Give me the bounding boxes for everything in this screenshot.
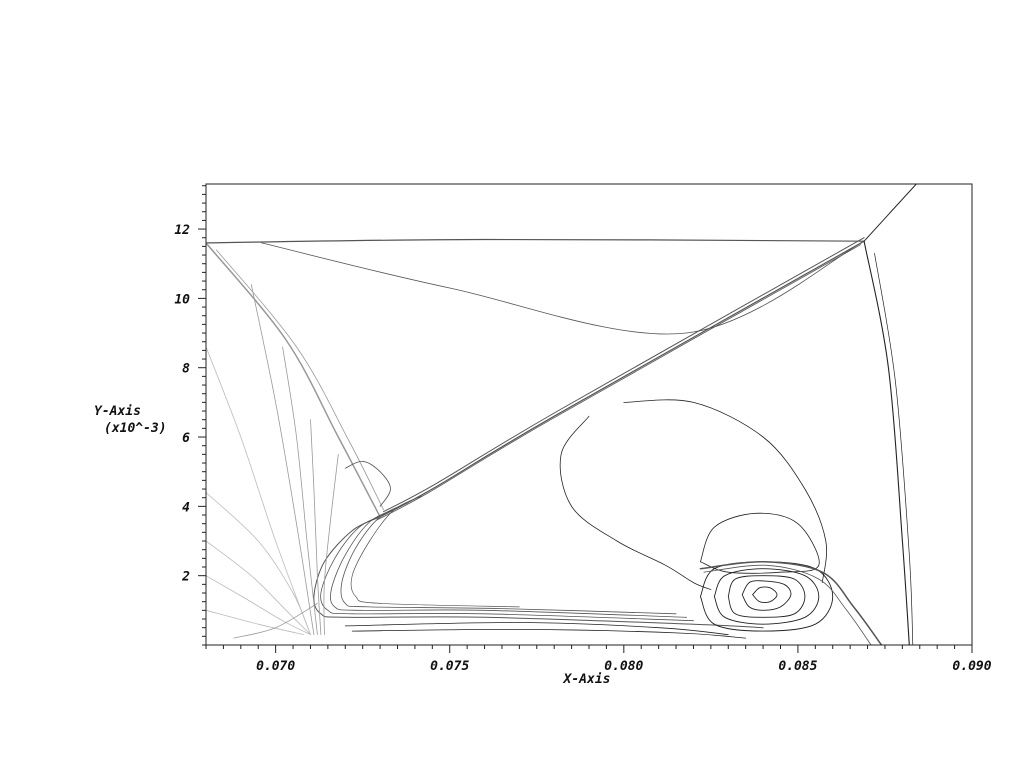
bow-shock-2 [320,512,694,622]
vortex-ring-1 [699,561,834,632]
left-fan-7 [282,346,318,635]
bottom-wall-contour-2 [351,628,747,639]
bow-shock-5 [350,495,520,608]
main-oblique-shock-c [376,244,861,521]
left-fan-9 [323,454,339,635]
bow-shock-3 [330,507,687,618]
y-tick-label: 4 [182,500,190,515]
upper-right-shock [863,184,917,242]
x-tick-label: 0.080 [604,659,643,674]
tick-labels: 0.070 0.075 0.080 0.085 0.090 2 4 6 8 10 12 [174,223,991,674]
bottom-wall-contour-1 [344,622,729,635]
right-vertical-shock-b [874,252,914,645]
x-tick-label: 0.070 [256,659,295,674]
upper-faint-line [261,240,865,335]
mid-region-contour [559,415,712,590]
x-tick-label: 0.075 [430,659,469,674]
upper-horizontal-shock [206,238,865,244]
y-tick-label: 12 [174,223,190,238]
axis-ticks [198,185,973,653]
trailing-shock [699,561,883,645]
plot-frame [205,183,973,646]
main-oblique-shock-a [379,240,865,518]
bow-shock-outer [313,516,764,629]
x-tick-label: 0.085 [778,659,817,674]
small-bump-near-shock [344,460,391,507]
y-tick-label: 2 [181,570,190,585]
y-tick-label: 8 [182,362,190,377]
left-fan-4 [206,575,311,635]
x-tick-label: 0.090 [952,659,991,674]
left-fan-5 [206,609,304,635]
vortex-ring-4 [741,580,792,611]
bow-shock-4 [340,502,677,615]
trailing-shock-b [703,564,872,645]
main-oblique-shock-b [383,237,865,513]
left-fan-10 [233,603,318,639]
y-tick-label: 6 [182,431,190,446]
left-fan-1 [206,346,311,635]
left-fan-6 [250,284,315,635]
vortex-ring-2 [713,568,820,625]
large-arc-contour [623,399,827,583]
left-fan-3 [206,540,311,635]
y-axis-label: Y-Axis [94,404,141,419]
right-vertical-shock [863,240,910,645]
vortex-ring-3 [727,575,806,618]
y-tick-label: 10 [174,292,190,307]
contour-lines [206,184,917,645]
left-fan-2 [206,492,311,635]
left-curved-shock [206,242,381,518]
left-fan-8 [310,419,322,635]
left-curved-shock-b [216,249,384,511]
y-axis-scale-label: (x10^-3) [104,421,167,436]
x-axis-label: X-Axis [563,672,611,687]
vortex-core [752,586,778,603]
